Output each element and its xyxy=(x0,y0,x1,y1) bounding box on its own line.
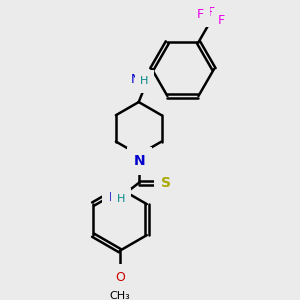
Text: N: N xyxy=(109,190,118,204)
Text: F: F xyxy=(218,14,225,27)
Text: N: N xyxy=(134,154,146,168)
Text: O: O xyxy=(115,271,125,284)
Text: H: H xyxy=(117,194,125,204)
Text: N: N xyxy=(131,74,141,86)
Text: F: F xyxy=(208,6,215,19)
Text: F: F xyxy=(196,8,203,21)
Text: CH₃: CH₃ xyxy=(110,291,130,300)
Text: S: S xyxy=(161,176,171,190)
Text: H: H xyxy=(140,76,148,86)
